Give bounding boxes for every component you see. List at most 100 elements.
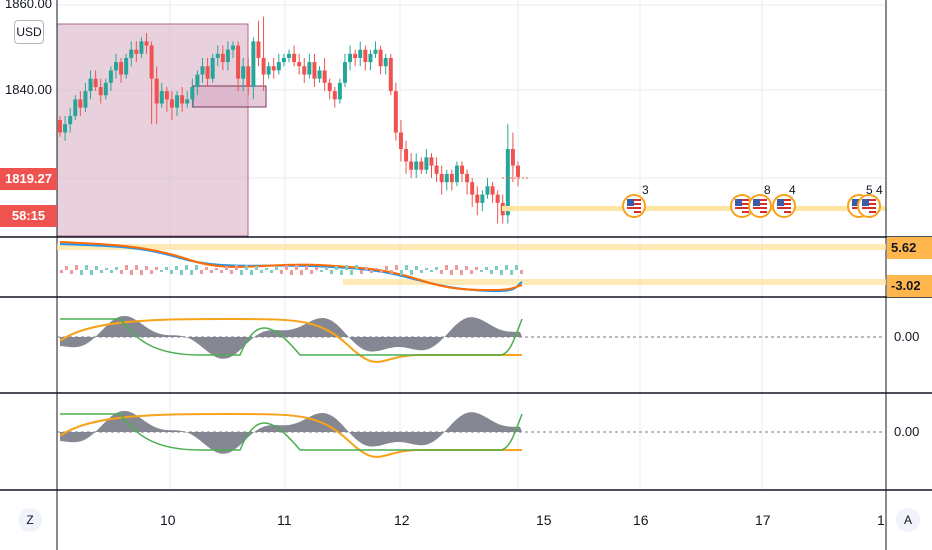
candle-body (470, 182, 475, 195)
candle-body (510, 149, 515, 166)
candle-body (93, 78, 98, 87)
time-label: 16 (633, 512, 649, 528)
histogram-bar (455, 265, 458, 270)
macd-line (59, 243, 523, 293)
macd-pane (59, 241, 523, 293)
histogram-bar (520, 270, 523, 274)
candle-body (297, 62, 302, 67)
histogram-bar (330, 270, 333, 274)
histogram-bar (505, 265, 508, 270)
candle-body (373, 49, 378, 54)
candle-body (363, 49, 368, 63)
histogram-bar (150, 270, 153, 274)
candle-body (322, 70, 327, 83)
flag-stripe (760, 211, 767, 213)
histogram-bar (390, 270, 393, 274)
oscillator-pane-2 (59, 410, 523, 458)
histogram-bar (170, 270, 173, 274)
green-line (60, 318, 523, 356)
histogram-bar (410, 270, 413, 275)
event-label: 4 (789, 183, 796, 197)
histogram-bar (215, 268, 218, 270)
candle-body (368, 53, 373, 63)
candle-body (444, 173, 449, 183)
candle-body (409, 161, 414, 170)
histogram-bar (370, 270, 373, 273)
candle-body (220, 53, 225, 63)
inner-box (192, 85, 267, 108)
events-layer[interactable] (622, 194, 881, 218)
candle-body (164, 91, 169, 100)
flag-stripe (634, 199, 641, 201)
time-label: 15 (536, 512, 552, 528)
histogram-bar (320, 270, 323, 272)
histogram-bar (365, 267, 368, 270)
current-price-tag: 1819.27 (0, 168, 57, 190)
histogram-bar (130, 270, 133, 275)
candle-body (434, 165, 439, 174)
candle-body (103, 82, 108, 96)
candle-body (353, 53, 358, 58)
histogram-bar (105, 268, 108, 270)
flag-stripe (753, 207, 767, 209)
candle-body (404, 149, 409, 162)
histogram-bar (435, 267, 438, 270)
candle-body (241, 66, 246, 79)
candle-body (449, 173, 454, 183)
candle-body (58, 120, 62, 133)
histogram-bar (80, 270, 83, 275)
event-label: 3 (642, 183, 649, 197)
histogram-bar (510, 270, 513, 275)
flag-stripe (634, 211, 641, 213)
candle-body (419, 161, 424, 170)
candle-body (215, 53, 220, 58)
candle-body (490, 186, 495, 195)
auto-scale-button[interactable]: A (896, 508, 920, 532)
time-label: 10 (160, 512, 176, 528)
candle-body (276, 62, 281, 71)
candle-body (124, 57, 129, 75)
histogram-bar (255, 266, 258, 270)
candle-body (200, 66, 205, 75)
candle-body (424, 157, 429, 170)
candle-body (195, 74, 200, 87)
histogram-bar (450, 270, 453, 275)
orange-line (59, 318, 522, 363)
flag-stripe (627, 207, 641, 209)
currency-button[interactable]: USD (14, 20, 44, 44)
candle-body (261, 57, 266, 75)
histogram-bar (155, 267, 158, 270)
histogram-bar (360, 270, 363, 274)
candle-body (383, 57, 388, 67)
candle-body (210, 57, 215, 79)
price-line-highlight (502, 206, 886, 211)
time-label: 1 (877, 512, 885, 528)
histogram-bar (65, 266, 68, 270)
histogram-bar (95, 266, 98, 270)
candle-body (169, 99, 174, 108)
histogram-bar (480, 270, 483, 272)
histogram-bar (465, 266, 468, 270)
flag-stripe (760, 203, 767, 205)
candle-body (236, 45, 241, 79)
countdown-tag: 58:15 (0, 205, 57, 227)
zoom-button[interactable]: Z (18, 508, 42, 532)
histogram-bar (210, 270, 213, 273)
candle-body (68, 115, 73, 125)
candle-body (317, 70, 322, 79)
candle-body (358, 49, 363, 58)
candle-body (119, 62, 124, 75)
candle-body (266, 66, 271, 75)
flag-stripe (784, 199, 791, 201)
histogram-bar (400, 270, 403, 275)
event-label: 8 (764, 183, 771, 197)
time-label: 12 (394, 512, 410, 528)
candle-body (190, 86, 195, 100)
histogram-bar (235, 265, 238, 270)
histogram-bar (280, 270, 283, 274)
candle-body (159, 91, 164, 104)
flag-canton (753, 199, 760, 206)
histogram-bar (340, 270, 343, 275)
histogram-bar (165, 267, 168, 270)
